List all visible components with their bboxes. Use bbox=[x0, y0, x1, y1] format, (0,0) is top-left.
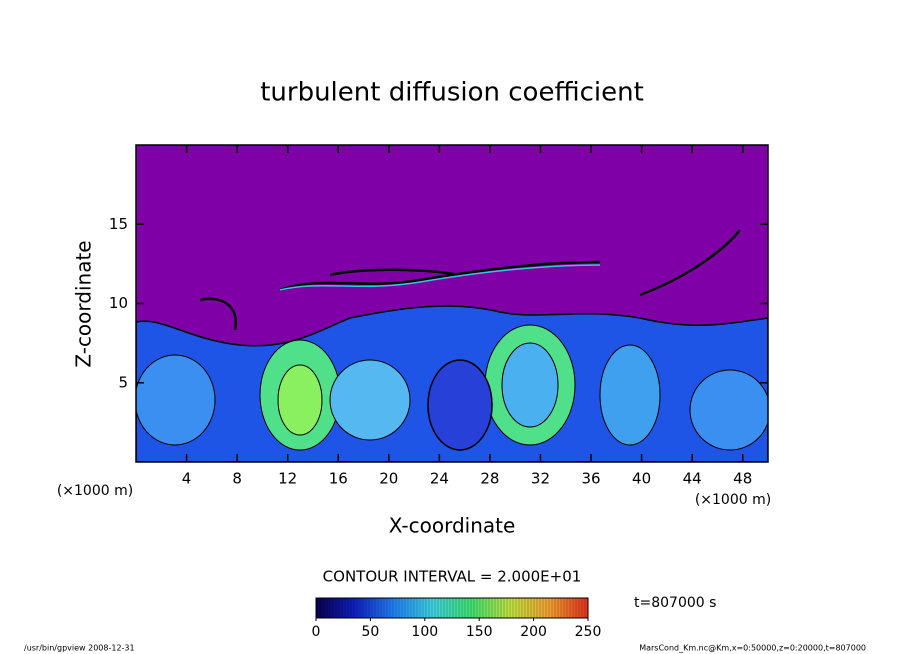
field-swirl bbox=[136, 354, 216, 446]
field-swirl bbox=[689, 369, 768, 451]
chart-title: turbulent diffusion coefficient bbox=[260, 78, 644, 108]
time-label: t=807000 s bbox=[634, 595, 716, 611]
colorbar-tick-label: 150 bbox=[466, 624, 493, 640]
field-swirl bbox=[501, 342, 559, 428]
y-axis-label: Z-coordinate bbox=[72, 240, 96, 367]
field-swirl bbox=[329, 359, 411, 441]
x-tick-label: 44 bbox=[683, 470, 702, 488]
footer-right: MarsCond_Km.nc@Km,x=0:50000,z=0:20000,t=… bbox=[639, 644, 866, 653]
y-tick-label: 15 bbox=[109, 215, 128, 233]
x-tick-label: 16 bbox=[329, 470, 348, 488]
colorbar-tick-label: 50 bbox=[361, 624, 379, 640]
x-tick-label: 24 bbox=[430, 470, 449, 488]
contour-interval: CONTOUR INTERVAL = 2.000E+01 bbox=[323, 568, 582, 586]
y-tick-label: 10 bbox=[109, 294, 128, 312]
x-tick-label: 4 bbox=[182, 470, 192, 488]
x-tick-label: 40 bbox=[632, 470, 651, 488]
x-tick-label: 28 bbox=[480, 470, 499, 488]
y-tick-label: 5 bbox=[118, 373, 128, 391]
x-unit: (×1000 m) bbox=[695, 492, 771, 508]
colorbar-tick-label: 100 bbox=[411, 624, 438, 640]
field bbox=[136, 145, 768, 462]
x-tick-label: 48 bbox=[733, 470, 752, 488]
field-contour bbox=[279, 264, 601, 291]
colorbar bbox=[315, 597, 589, 619]
field-swirl bbox=[427, 359, 493, 451]
x-tick-label: 36 bbox=[581, 470, 600, 488]
field-swirl bbox=[599, 344, 661, 446]
x-tick-label: 20 bbox=[379, 470, 398, 488]
x-axis-label: X-coordinate bbox=[389, 514, 516, 538]
colorbar-tick-label: 200 bbox=[520, 624, 547, 640]
footer-left: /usr/bin/gpview 2008-12-31 bbox=[24, 644, 135, 653]
x-tick-label: 12 bbox=[278, 470, 297, 488]
field-contour bbox=[199, 229, 741, 331]
colorbar-tick-label: 0 bbox=[312, 624, 321, 640]
x-tick-label: 8 bbox=[232, 470, 242, 488]
field-swirl bbox=[277, 364, 323, 436]
x-tick-label: 32 bbox=[531, 470, 550, 488]
colorbar-tick-label: 250 bbox=[575, 624, 602, 640]
y-unit: (×1000 m) bbox=[57, 483, 133, 499]
